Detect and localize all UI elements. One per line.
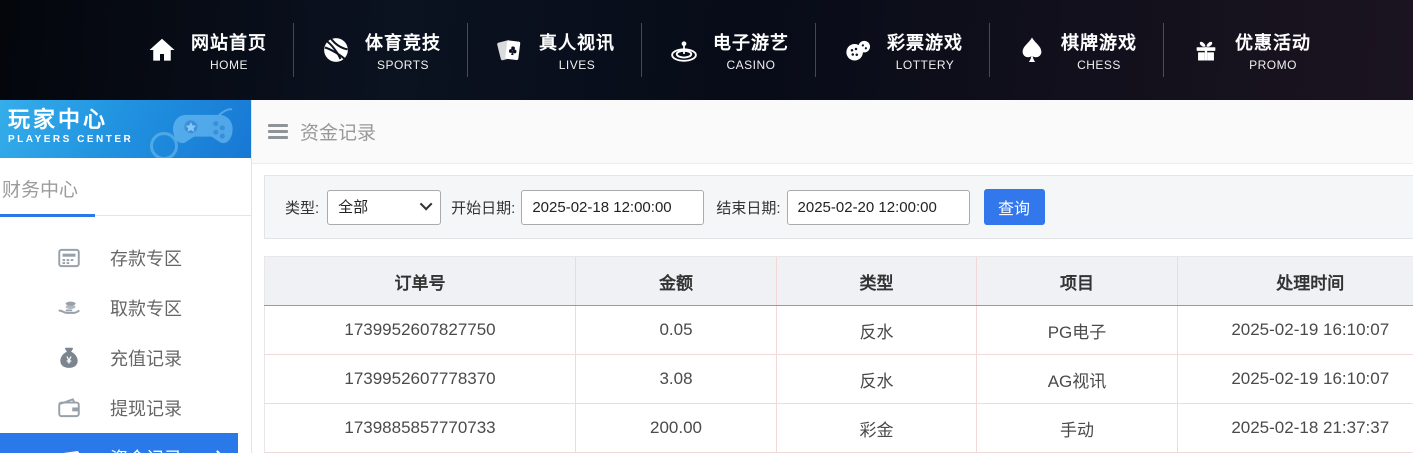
- cell-amount: 200.00: [575, 403, 777, 453]
- lottery-balls-icon: [842, 34, 874, 66]
- spade-icon: [1016, 34, 1048, 66]
- nav-label-zh: 彩票游戏: [887, 32, 963, 53]
- filter-panel: 类型: 全部 开始日期: 结束日期: 查询: [264, 175, 1413, 239]
- cell-amount: 3.08: [575, 354, 777, 404]
- gamepad-icon: [167, 104, 243, 158]
- sidebar-item-label: 提现记录: [110, 399, 182, 419]
- nav-item-lottery[interactable]: 彩票游戏 LOTTERY: [816, 23, 990, 77]
- banner-ring-decoration: [150, 132, 178, 158]
- nav-item-promo[interactable]: 优惠活动 PROMO: [1164, 23, 1337, 77]
- nav-label-zh: 网站首页: [191, 32, 267, 53]
- cell-type: 彩金: [776, 403, 977, 453]
- nav-label-en: CHESS: [1077, 57, 1121, 72]
- sports-ball-icon: [320, 34, 352, 66]
- nav-item-home[interactable]: 网站首页 HOME: [120, 23, 294, 77]
- type-select[interactable]: 全部: [327, 189, 442, 225]
- sidebar-item-funds-record[interactable]: 资金记录: [0, 433, 238, 453]
- withdraw-icon: [56, 295, 82, 321]
- cell-order-no: 1739885857770733: [264, 403, 576, 453]
- nav-item-chess[interactable]: 棋牌游戏 CHESS: [990, 23, 1164, 77]
- nav-label-en: SPORTS: [376, 57, 430, 72]
- end-date-label: 结束日期:: [716, 199, 781, 217]
- content-area: 类型: 全部 开始日期: 结束日期: 查询: [252, 164, 1413, 453]
- cell-type: 反水: [776, 305, 977, 355]
- breadcrumb: 资金记录: [252, 100, 1413, 164]
- end-date-input[interactable]: [786, 189, 970, 225]
- nav-label-zh: 棋牌游戏: [1061, 32, 1137, 53]
- cell-type: 反水: [776, 354, 977, 404]
- nav-label-en: LIVES: [558, 57, 596, 72]
- players-center-subtitle: PLAYERS CENTER: [8, 134, 134, 146]
- players-center-title: 玩家中心: [8, 107, 109, 132]
- nav-item-sports[interactable]: 体育竞技 SPORTS: [294, 23, 468, 77]
- withdrawal-record-icon: [56, 395, 82, 421]
- column-header-amount: 金额: [575, 256, 777, 306]
- search-button[interactable]: 查询: [983, 189, 1045, 225]
- playing-cards-icon: [494, 34, 526, 66]
- page-title: 资金记录: [300, 123, 377, 144]
- top-nav: 网站首页 HOME 体育竞技 SPORTS 真人视讯: [0, 0, 1413, 100]
- sidebar-item-label: 取款专区: [110, 299, 182, 319]
- cell-project: 手动: [976, 403, 1178, 453]
- funds-record-table: 订单号 金额 类型 项目 处理时间 1739952607827750 0.05 …: [264, 256, 1413, 453]
- nav-label-en: LOTTERY: [895, 57, 955, 72]
- home-icon: [146, 34, 178, 66]
- top-nav-items: 网站首页 HOME 体育竞技 SPORTS 真人视讯: [120, 23, 1337, 77]
- roulette-icon: [668, 34, 700, 66]
- table-header-row: 订单号 金额 类型 项目 处理时间: [264, 256, 1413, 306]
- nav-label-zh: 体育竞技: [365, 32, 441, 53]
- nav-label-en: CASINO: [726, 57, 776, 72]
- nav-item-casino[interactable]: 电子游艺 CASINO: [642, 23, 816, 77]
- cell-project: PG电子: [976, 305, 1178, 355]
- deposit-icon: [56, 245, 82, 271]
- nav-label-en: HOME: [210, 57, 248, 72]
- sidebar-item-recharge-record[interactable]: ¥ 充值记录: [0, 333, 251, 383]
- start-date-label: 开始日期:: [451, 199, 516, 217]
- gift-icon: [1190, 34, 1222, 66]
- sidebar-item-deposit[interactable]: 存款专区: [0, 233, 251, 283]
- cell-order-no: 1739952607778370: [264, 354, 576, 404]
- sidebar-section-title: 财务中心: [2, 180, 79, 201]
- sidebar-item-label: 充值记录: [110, 349, 182, 369]
- main-content: 资金记录 类型: 全部 开始日期: 结束日期: 查询: [252, 100, 1413, 453]
- sidebar-item-label: 资金记录: [110, 445, 182, 453]
- nav-label-en: PROMO: [1249, 57, 1297, 72]
- nav-item-lives[interactable]: 真人视讯 LIVES: [468, 23, 642, 77]
- cell-project: AG视讯: [976, 354, 1178, 404]
- sidebar: 玩家中心 PLAYERS CENTER 财务中心 存款专区: [0, 100, 252, 453]
- cell-process-time: 2025-02-19 16:10:07: [1177, 354, 1413, 404]
- players-center-banner: 玩家中心 PLAYERS CENTER: [0, 100, 251, 158]
- nav-label-zh: 优惠活动: [1235, 32, 1311, 53]
- menu-toggle-icon[interactable]: [268, 121, 288, 143]
- recharge-record-icon: ¥: [56, 345, 82, 371]
- sidebar-item-label: 存款专区: [110, 249, 182, 269]
- column-header-process-time: 处理时间: [1177, 256, 1413, 306]
- table-row: 1739952607778370 3.08 反水 AG视讯 2025-02-19…: [264, 354, 1413, 404]
- type-label: 类型:: [285, 199, 320, 217]
- sidebar-divider: [0, 214, 251, 217]
- column-header-type: 类型: [776, 256, 977, 306]
- nav-label-zh: 电子游艺: [713, 32, 789, 53]
- column-header-order-no: 订单号: [264, 256, 576, 306]
- cell-order-no: 1739952607827750: [264, 305, 576, 355]
- table-row: 1739952607827750 0.05 反水 PG电子 2025-02-19…: [264, 305, 1413, 355]
- sidebar-item-withdrawal-record[interactable]: 提现记录: [0, 383, 251, 433]
- cell-amount: 0.05: [575, 305, 777, 355]
- sidebar-menu: 存款专区 取款专区 ¥ 充值记录: [0, 233, 251, 453]
- sidebar-item-withdraw[interactable]: 取款专区: [0, 283, 251, 333]
- cell-process-time: 2025-02-18 21:37:37: [1177, 403, 1413, 453]
- svg-text:¥: ¥: [66, 356, 72, 367]
- start-date-input[interactable]: [521, 189, 705, 225]
- column-header-project: 项目: [976, 256, 1178, 306]
- cell-process-time: 2025-02-19 16:10:07: [1177, 305, 1413, 355]
- funds-record-icon: [56, 445, 82, 453]
- nav-label-zh: 真人视讯: [539, 32, 615, 53]
- table-row: 1739885857770733 200.00 彩金 手动 2025-02-18…: [264, 403, 1413, 453]
